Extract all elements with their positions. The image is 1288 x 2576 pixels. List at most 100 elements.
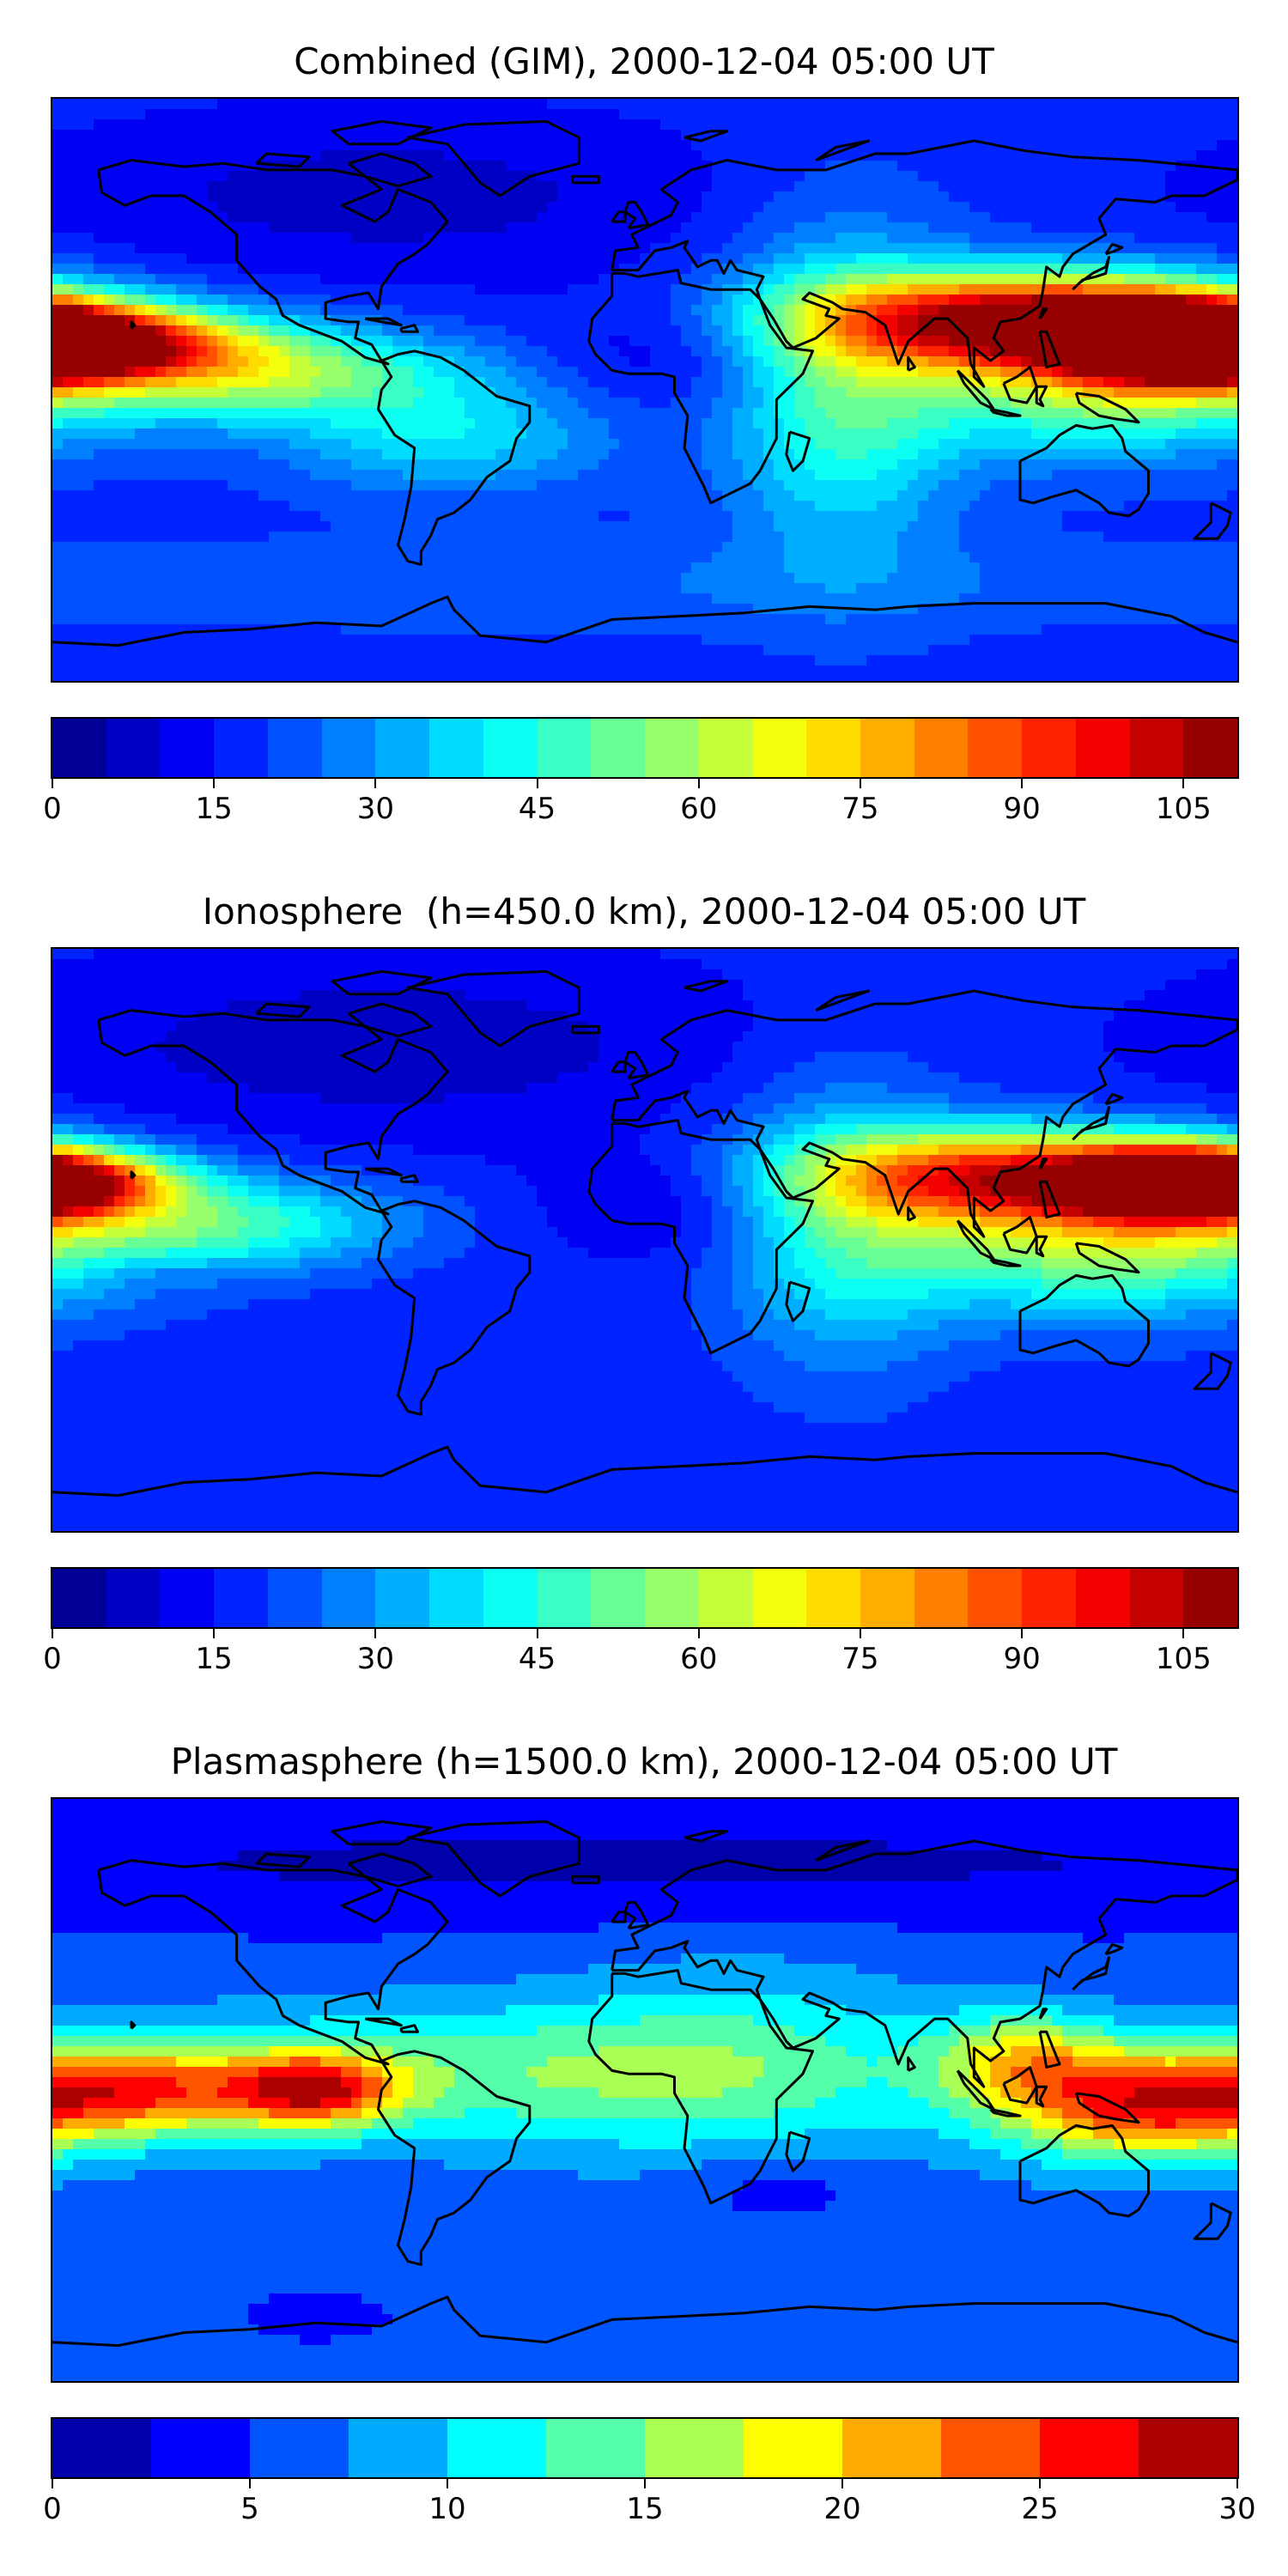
- tec-contour-cell: [835, 274, 847, 285]
- tec-contour-cell: [1000, 521, 1012, 532]
- tec-contour-cell: [794, 532, 805, 543]
- tec-contour-cell: [846, 274, 857, 285]
- tec-contour-cell: [702, 408, 713, 419]
- tec-contour-cell: [640, 140, 651, 151]
- tec-contour-cell: [372, 542, 383, 553]
- tec-contour-cell: [382, 501, 393, 512]
- tec-contour-cell: [1196, 150, 1207, 161]
- tec-contour-cell: [526, 356, 538, 368]
- tec-contour-cell: [1134, 408, 1145, 419]
- tec-contour-cell: [774, 295, 785, 306]
- tec-contour-cell: [1072, 305, 1084, 316]
- tec-contour-cell: [897, 191, 908, 203]
- tec-contour-cell: [969, 171, 981, 182]
- tec-contour-cell: [434, 264, 445, 275]
- tec-contour-cell: [1124, 377, 1135, 388]
- tec-contour-cell: [506, 171, 517, 182]
- tec-contour-cell: [485, 315, 496, 326]
- tec-contour-cell: [1052, 305, 1063, 316]
- tec-contour-cell: [1227, 490, 1237, 501]
- tec-contour-cell: [300, 336, 311, 347]
- tec-contour-cell: [794, 233, 805, 244]
- tec-contour-cell: [1011, 119, 1022, 131]
- tec-contour-cell: [516, 222, 527, 234]
- tec-contour-cell: [1196, 99, 1207, 110]
- tec-contour-cell: [289, 449, 301, 460]
- tec-contour-cell: [650, 387, 661, 398]
- tec-contour-cell: [825, 428, 836, 440]
- tec-contour-cell: [887, 439, 898, 450]
- tec-contour-cell: [866, 501, 878, 512]
- tec-contour-cell: [207, 109, 218, 120]
- tec-contour-cell: [526, 305, 538, 316]
- tec-contour-cell: [732, 140, 744, 151]
- tec-contour-cell: [815, 202, 826, 213]
- tec-contour-cell: [207, 325, 218, 337]
- tec-contour-cell: [1155, 130, 1166, 141]
- tec-contour-cell: [897, 398, 908, 409]
- tec-contour-cell: [372, 99, 383, 110]
- tec-contour-cell: [413, 387, 424, 398]
- tec-contour-cell: [578, 490, 589, 501]
- tec-contour-cell: [392, 222, 404, 234]
- tec-contour-cell: [423, 377, 434, 388]
- tec-contour-cell: [722, 119, 733, 131]
- tec-contour-cell: [1196, 418, 1207, 429]
- tec-contour-cell: [897, 109, 908, 120]
- tec-contour-cell: [135, 243, 146, 254]
- tec-contour-cell: [794, 130, 805, 141]
- tec-contour-cell: [1114, 253, 1125, 264]
- tec-contour-cell: [1103, 305, 1115, 316]
- tec-contour-cell: [598, 130, 610, 141]
- tec-contour-cell: [392, 295, 404, 306]
- tec-contour-cell: [52, 99, 64, 110]
- tec-contour-cell: [392, 490, 404, 501]
- tec-contour-cell: [959, 470, 970, 481]
- tec-contour-cell: [908, 439, 919, 450]
- tec-contour-cell: [918, 449, 929, 460]
- tec-contour-cell: [650, 99, 661, 110]
- tec-contour-cell: [1165, 295, 1176, 306]
- tec-contour-cell: [1093, 470, 1104, 481]
- tec-contour-cell: [207, 356, 218, 368]
- tec-contour-cell: [578, 501, 589, 512]
- tec-contour-cell: [310, 253, 321, 264]
- tec-contour-cell: [1145, 130, 1156, 141]
- tec-contour-cell: [372, 428, 383, 440]
- tec-contour-cell: [135, 439, 146, 450]
- tec-contour-cell: [361, 418, 373, 429]
- tec-contour-cell: [547, 222, 558, 234]
- tec-contour-cell: [1145, 274, 1156, 285]
- tec-contour-cell: [331, 439, 342, 450]
- tec-contour-cell: [83, 490, 94, 501]
- tec-contour-cell: [557, 315, 568, 326]
- tec-contour-cell: [939, 501, 950, 512]
- tec-contour-cell: [465, 150, 476, 161]
- tec-contour-cell: [897, 181, 908, 192]
- tec-contour-cell: [1021, 274, 1032, 285]
- tec-contour-cell: [186, 212, 197, 223]
- tec-contour-cell: [897, 387, 908, 398]
- tec-contour-cell: [537, 418, 548, 429]
- tec-contour-cell: [114, 490, 125, 501]
- tec-contour-cell: [176, 387, 187, 398]
- tec-contour-cell: [506, 295, 517, 306]
- tec-contour-cell: [980, 521, 991, 532]
- tec-contour-cell: [743, 459, 754, 471]
- tec-contour-cell: [1196, 346, 1207, 357]
- tec-contour-cell: [1196, 356, 1207, 368]
- tec-contour-cell: [289, 109, 301, 120]
- tec-contour-cell: [990, 274, 1001, 285]
- tec-contour-cell: [434, 428, 445, 440]
- tec-contour-cell: [248, 264, 259, 275]
- tec-contour-cell: [681, 532, 692, 543]
- tec-contour-cell: [1114, 119, 1125, 131]
- tec-contour-cell: [434, 130, 445, 141]
- tec-contour-cell: [186, 295, 197, 306]
- tec-contour-cell: [784, 501, 795, 512]
- tec-contour-cell: [897, 367, 908, 378]
- tec-contour-cell: [774, 501, 785, 512]
- tec-contour-cell: [197, 408, 208, 419]
- tec-contour-cell: [1011, 109, 1022, 120]
- tec-contour-cell: [63, 181, 74, 192]
